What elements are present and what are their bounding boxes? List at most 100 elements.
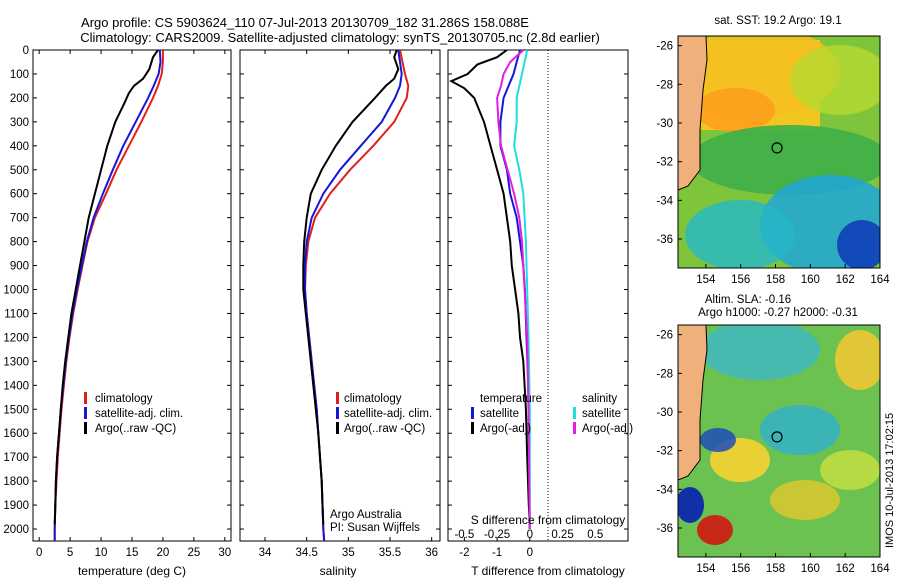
sst-map	[678, 36, 880, 268]
legend-temperature-argo-swatch	[471, 422, 474, 434]
depth-tick-label: 400	[10, 141, 29, 153]
series-line	[496, 50, 531, 530]
temperature-axes	[32, 49, 232, 542]
sst-map-axes: 154 156 158 160 162 164 -26 -28 -30 -32 -34 -36	[656, 41, 890, 286]
salinity-series	[302, 50, 410, 541]
map-x-tick-label: 156	[731, 563, 750, 575]
series-line	[53, 50, 162, 541]
salinity-legend-climatology: climatology	[344, 393, 402, 405]
map-y-tick-label: -26	[656, 41, 673, 53]
legend-temperature-argo: Argo(-adj)	[480, 423, 531, 435]
x-tick-label: 25	[187, 547, 200, 559]
difference-xlabel: T difference from climatology	[471, 564, 625, 578]
legend-salinity-title: salinity	[582, 393, 617, 405]
salinity-axes	[239, 49, 441, 542]
sla-map-axes: 154 156 158 160 162 164 -26 -28 -30 -32 -34 -36	[656, 330, 890, 575]
x-tick-label-top: 0.25	[551, 529, 573, 541]
x-tick-label: 35.5	[379, 547, 401, 559]
difference-x-axis: -2 -1 0 -0.5 -0.25 0 0.25 0.5	[454, 529, 603, 559]
salinity-legend-argo: Argo(..raw -QC)	[344, 423, 425, 435]
temperature-x-axis: 0 5 10 15 20 25 30	[36, 50, 231, 559]
salinity-legend-satellite-swatch	[336, 407, 339, 419]
map-y-tick-label: -32	[656, 446, 673, 458]
depth-tick-label: 0	[23, 45, 29, 57]
map-x-tick-label: 158	[766, 274, 785, 286]
sst-map-title: sat. SST: 19.2 Argo: 19.1	[714, 15, 841, 27]
credit-line1: Argo Australia	[330, 509, 402, 521]
map-y-tick-label: -34	[656, 195, 673, 207]
salinity-x-axis: 34 34.5 35 35.5 36	[259, 50, 438, 559]
depth-tick-label: 1400	[3, 380, 29, 392]
legend-temperature-satellite: satellite	[480, 408, 519, 420]
map-x-tick-label: 156	[731, 274, 750, 286]
depth-tick-label: 1100	[4, 308, 29, 320]
depth-tick-label: 1600	[3, 428, 29, 440]
depth-axis: 0 100 200 300 400 500 600 700 800 900 1000 1100 1200…	[3, 45, 628, 536]
temperature-legend-satellite: satellite-adj. clim.	[95, 408, 183, 420]
temperature-series	[53, 50, 164, 541]
x-tick-label-top: 0	[527, 529, 533, 541]
x-tick-label: 30	[218, 547, 231, 559]
temperature-legend: climatology satellite-adj. clim. Argo(..…	[84, 392, 183, 435]
x-tick-label: 0	[527, 547, 533, 559]
salinity-legend-satellite: satellite-adj. clim.	[344, 408, 432, 420]
difference-xlabel-top: S difference from climatology	[471, 513, 626, 527]
depth-tick-label: 1500	[3, 404, 29, 416]
temperature-xlabel: temperature (deg C)	[78, 564, 186, 578]
difference-series	[449, 50, 531, 530]
salinity-legend-climatology-swatch	[336, 392, 339, 404]
depth-tick-label: 200	[10, 93, 29, 105]
legend-salinity-satellite-swatch	[573, 407, 576, 419]
depth-tick-label: 800	[10, 237, 29, 249]
series-line	[513, 50, 531, 529]
depth-tick-label: 500	[10, 165, 29, 177]
depth-tick-label: 700	[10, 213, 29, 225]
salinity-legend: climatology satellite-adj. clim. Argo(..…	[336, 392, 432, 435]
sla-map-title: Altim. SLA: -0.16	[705, 294, 791, 306]
title-line2: Climatology: CARS2009. Satellite-adjuste…	[80, 30, 600, 45]
x-tick-label: 0	[36, 547, 42, 559]
map-y-tick-label: -28	[656, 79, 673, 91]
x-tick-label: -2	[459, 547, 469, 559]
depth-tick-label: 600	[10, 189, 29, 201]
depth-tick-label: 1800	[3, 476, 29, 488]
map-x-tick-label: 160	[801, 274, 820, 286]
depth-tick-label: 1900	[3, 500, 29, 512]
series-line	[53, 50, 164, 541]
sla-map-subtitle: Argo h1000: -0.27 h2000: -0.31	[698, 307, 858, 319]
map-x-tick-label: 154	[696, 563, 716, 575]
map-x-tick-label: 154	[696, 274, 716, 286]
series-line	[53, 50, 159, 525]
x-tick-label: -1	[492, 547, 502, 559]
legend-salinity-argo: Argo(-adj)	[582, 423, 633, 435]
map-y-tick-label: -36	[656, 234, 673, 246]
sla-map-frame	[677, 324, 881, 558]
series-line	[302, 50, 400, 525]
depth-tick-label: 1700	[3, 452, 29, 464]
map-y-tick-label: -30	[656, 118, 673, 130]
depth-tick-label: 1200	[3, 332, 29, 344]
x-tick-label-top: -0.25	[484, 529, 510, 541]
x-tick-label: 35	[342, 547, 355, 559]
map-y-tick-label: -26	[656, 330, 673, 342]
temperature-legend-argo-swatch	[84, 422, 87, 434]
map-x-tick-label: 158	[766, 563, 785, 575]
series-line	[449, 50, 531, 525]
temperature-legend-climatology-swatch	[84, 392, 87, 404]
x-tick-label: 20	[157, 547, 170, 559]
x-tick-label: 36	[425, 547, 438, 559]
sst-map-frame	[677, 35, 881, 269]
timestamp: IMOS 10-Jul-2013 17:02:15	[884, 413, 896, 548]
temperature-legend-climatology: climatology	[95, 393, 153, 405]
map-y-tick-label: -30	[656, 407, 673, 419]
title-line1: Argo profile: CS 5903624_110 07-Jul-2013…	[81, 15, 529, 30]
x-tick-label-top: 0.5	[587, 529, 603, 541]
x-tick-label: 34	[259, 547, 272, 559]
depth-tick-label: 100	[10, 69, 29, 81]
map-y-tick-label: -36	[656, 523, 673, 535]
depth-tick-label: 2000	[3, 524, 29, 536]
map-y-tick-label: -34	[656, 484, 673, 496]
salinity-xlabel: salinity	[320, 564, 357, 578]
legend-temperature-title: temperature	[480, 393, 542, 405]
difference-legend: temperature salinity satellite Argo(-adj…	[471, 393, 633, 435]
